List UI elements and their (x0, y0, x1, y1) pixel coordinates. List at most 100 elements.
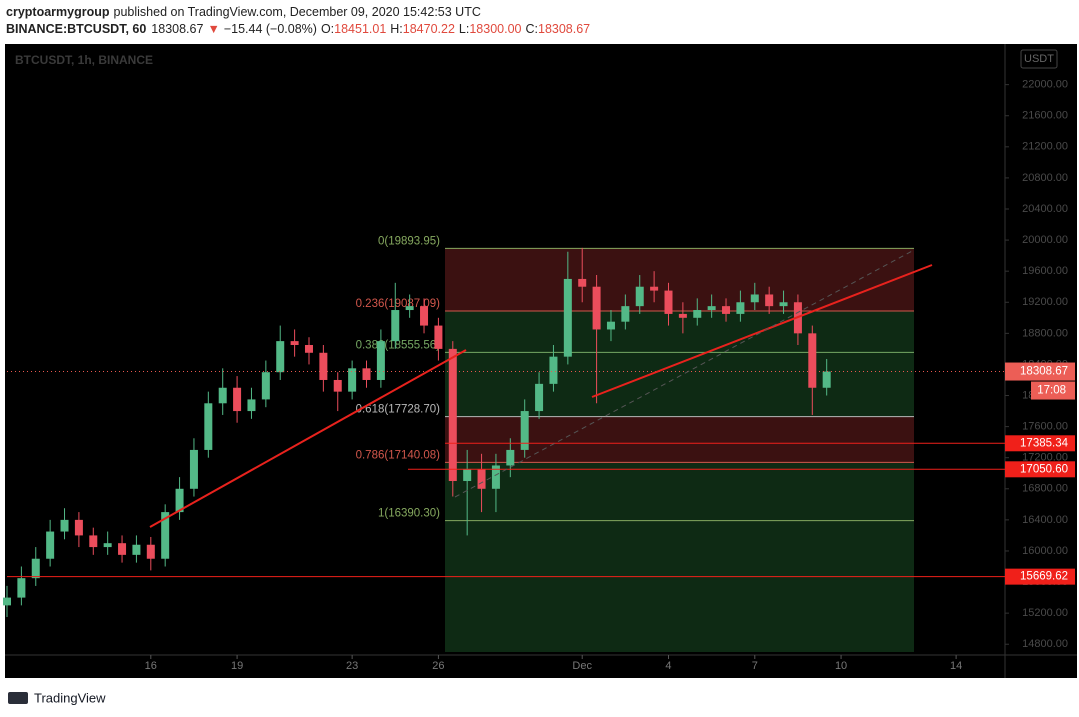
candle-body (463, 469, 472, 482)
candle-body (420, 306, 429, 326)
candle-body (261, 372, 270, 400)
candle-body (592, 286, 601, 330)
fib-extension (445, 520, 914, 652)
candle-body (247, 399, 256, 412)
fib-zone (445, 416, 914, 463)
symbol: BINANCE:BTCUSDT, 60 (6, 22, 146, 36)
candle-body (477, 469, 486, 489)
fib-zone (445, 462, 914, 521)
y-tick-label: 18800.00 (1022, 327, 1068, 339)
candle-body (290, 341, 299, 346)
symbol-line: BINANCE:BTCUSDT, 60 18308.67 ▼ −15.44 (−0.0… (6, 22, 590, 36)
candle-body (578, 278, 587, 287)
candle-body (118, 543, 127, 555)
candle-body (506, 449, 515, 466)
candle-body (304, 345, 313, 353)
candle-body (808, 333, 817, 388)
candle-body (218, 387, 227, 404)
published: published on TradingView.com, December 0… (114, 5, 481, 19)
ohlc-label: H: (390, 22, 403, 36)
candle-body (132, 544, 141, 555)
currency-box (1020, 49, 1058, 69)
y-tick-label: 20800.00 (1022, 172, 1068, 184)
ohlc-label: L: (459, 22, 469, 36)
candle-body (664, 290, 673, 314)
candle-body (549, 356, 558, 384)
y-tick-label: 16000.00 (1022, 545, 1068, 557)
countdown-tag (1031, 381, 1075, 400)
price-line-label: 17385.34 (1020, 437, 1069, 449)
x-tick-label: 19 (231, 660, 243, 672)
candle-body (348, 368, 357, 392)
x-tick-label: 14 (950, 660, 962, 672)
candle-body (3, 597, 11, 606)
countdown: 17:08 (1037, 385, 1066, 397)
x-tick-label: 10 (835, 660, 847, 672)
candle-body (319, 352, 328, 380)
candle-body (520, 411, 529, 450)
candle-body (736, 302, 745, 314)
price-line-label: 15669.62 (1020, 571, 1068, 583)
y-tick-label: 22000.00 (1022, 79, 1068, 91)
x-tick-label: 4 (665, 660, 671, 672)
candle-body (60, 519, 69, 532)
candle-body (434, 325, 443, 349)
ohlc-value: 18470.22 (403, 22, 455, 36)
fib-label: 0(19893.95) (378, 235, 440, 247)
candle-body (606, 321, 615, 330)
fib-zone (445, 248, 914, 312)
candle-body (678, 313, 687, 318)
y-tick-label: 21600.00 (1022, 110, 1068, 122)
last-price-tag (1005, 362, 1075, 381)
candle-body (204, 403, 213, 450)
last: 18308.67 (151, 22, 203, 36)
candle-body (535, 383, 544, 412)
y-tick-label: 16400.00 (1022, 514, 1068, 526)
currency: USDT (1024, 53, 1054, 65)
price-line-label: 17050.60 (1020, 463, 1068, 475)
candle-body (89, 535, 98, 548)
candle-body (693, 310, 702, 318)
y-tick-label: 21200.00 (1022, 141, 1068, 153)
tradingview-logo: TradingView (8, 690, 106, 705)
ohlc-value: 18300.00 (469, 22, 521, 36)
x-tick-label: 26 (432, 660, 444, 672)
candle-body (161, 512, 170, 559)
candle-body (146, 544, 155, 559)
fib-trend-line (454, 249, 915, 498)
candle-body (175, 488, 184, 513)
candle-body (46, 531, 55, 559)
ohlc-value: 18308.67 (538, 22, 590, 36)
x-tick-label: Dec (572, 660, 592, 672)
fib-label: 0.618(17728.70) (356, 404, 441, 416)
trend-line (149, 349, 467, 528)
trend-line (591, 264, 933, 398)
y-tick-label: 14800.00 (1022, 638, 1068, 650)
x-tick-label: 16 (145, 660, 157, 672)
candle-body (17, 578, 26, 598)
candle-body (635, 286, 644, 307)
candle-body (276, 341, 285, 373)
ohlc-label: C: (526, 22, 539, 36)
x-tick-label: 7 (752, 660, 758, 672)
candle-body (621, 306, 630, 322)
candle-body (233, 387, 242, 412)
fib-label: 0.786(17140.08) (356, 449, 441, 461)
y-tick-label: 19200.00 (1022, 296, 1068, 308)
change: −15.44 (−0.08%) (224, 22, 317, 36)
candle-body (707, 306, 716, 311)
candle-body (333, 379, 342, 392)
y-tick-label: 15200.00 (1022, 607, 1068, 619)
candle-body (31, 558, 40, 579)
candle-body (362, 368, 371, 380)
y-tick-label: 17200.00 (1022, 452, 1068, 464)
ohlc-label: O: (321, 22, 334, 36)
watermark: BTCUSDT, 1h, BINANCE (15, 53, 153, 67)
candle-body (563, 278, 572, 357)
last-price-label: 18308.67 (1020, 366, 1068, 378)
price-line-tag (1005, 461, 1075, 478)
fib-zone (445, 311, 914, 353)
y-tick-label: 16800.00 (1022, 483, 1068, 495)
